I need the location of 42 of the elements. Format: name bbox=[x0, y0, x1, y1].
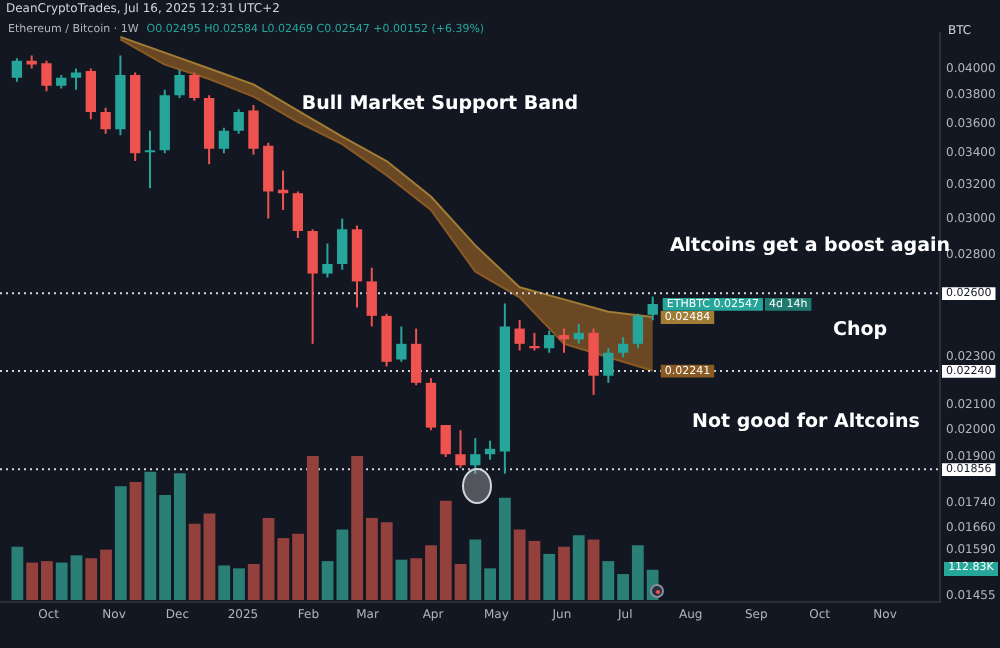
candlestick bbox=[70, 67, 82, 91]
bar bbox=[587, 539, 599, 600]
bar bbox=[557, 546, 570, 600]
candlestick bbox=[248, 103, 259, 156]
candlestick bbox=[425, 377, 437, 432]
candlestick bbox=[470, 437, 481, 475]
candlestick bbox=[218, 126, 230, 155]
candlestick bbox=[41, 59, 52, 93]
candlestick bbox=[263, 141, 274, 220]
candlestick bbox=[233, 108, 244, 135]
annotation: Bull Market Support Band bbox=[301, 93, 579, 115]
candlestick bbox=[381, 312, 392, 368]
candlestick bbox=[603, 347, 614, 384]
candlestick bbox=[632, 312, 644, 350]
candlestick bbox=[514, 319, 525, 352]
candlestick bbox=[544, 329, 555, 354]
candlestick bbox=[85, 67, 97, 121]
candlestick bbox=[307, 228, 318, 345]
candlestick bbox=[396, 325, 407, 363]
candlestick bbox=[455, 429, 466, 470]
bar bbox=[572, 535, 585, 600]
candlestick bbox=[366, 266, 377, 328]
candlestick bbox=[337, 217, 348, 271]
annotation: Chop bbox=[832, 319, 888, 341]
candlestick bbox=[292, 190, 304, 240]
bar bbox=[10, 546, 23, 600]
candlestick bbox=[189, 71, 200, 102]
candlestick bbox=[440, 424, 451, 458]
bar bbox=[114, 486, 127, 600]
candlestick bbox=[322, 242, 333, 279]
bar bbox=[395, 559, 407, 600]
bar bbox=[129, 481, 141, 600]
candlestick bbox=[647, 295, 658, 322]
candlestick bbox=[174, 68, 185, 100]
candlestick bbox=[410, 327, 422, 387]
annotation: Not good for Altcoins bbox=[692, 411, 920, 433]
candlestick bbox=[11, 57, 23, 83]
candlestick bbox=[144, 129, 156, 190]
candlestick bbox=[588, 327, 599, 396]
candlestick bbox=[617, 336, 629, 359]
bar bbox=[542, 553, 555, 600]
candlestick bbox=[100, 106, 111, 135]
